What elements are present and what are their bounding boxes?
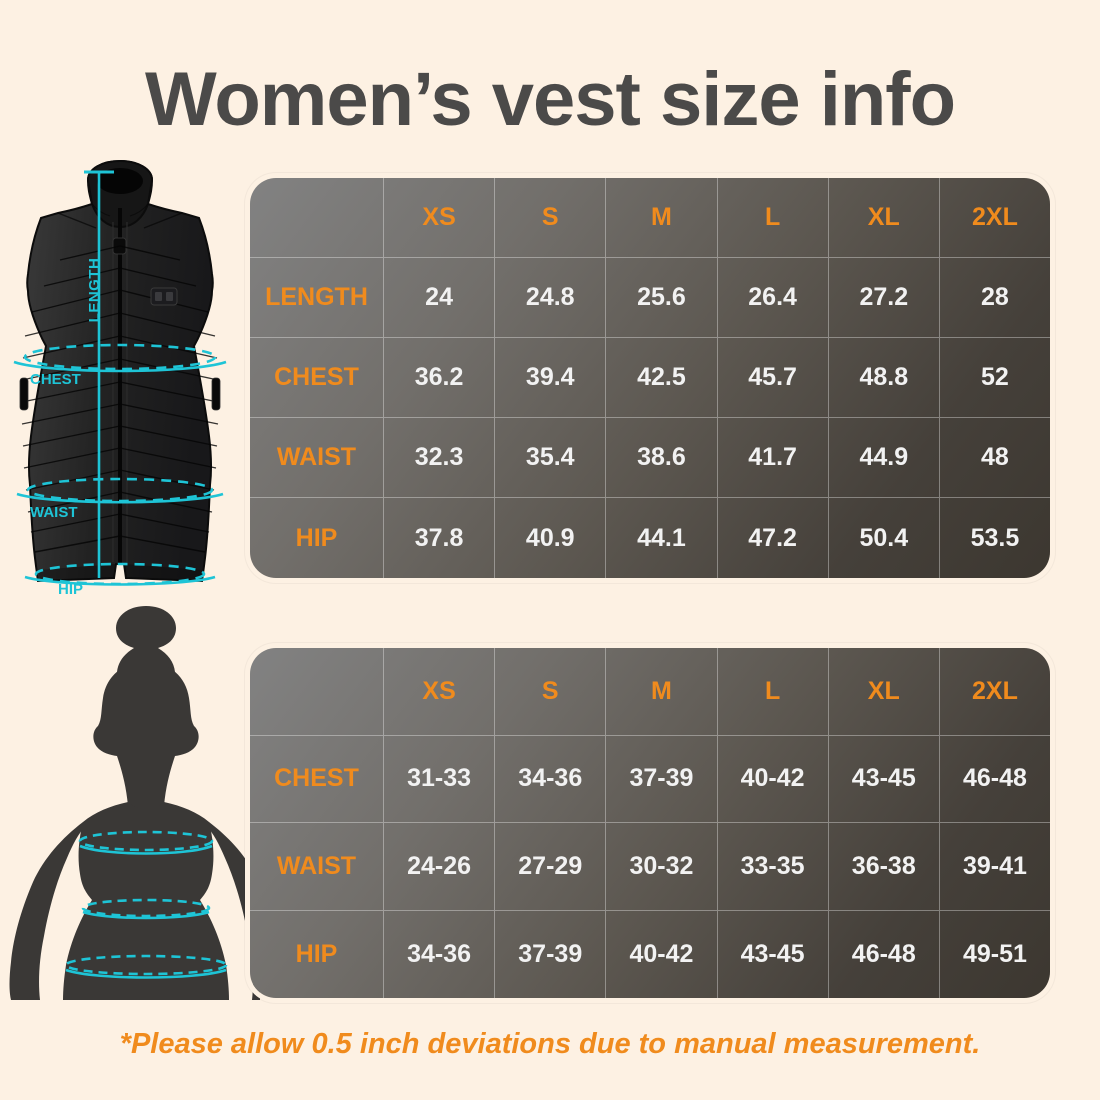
svg-text:CHEST: CHEST (30, 371, 81, 388)
svg-text:LENGTH: LENGTH (86, 258, 103, 323)
svg-text:HIP: HIP (58, 581, 83, 598)
svg-text:WAIST: WAIST (30, 504, 78, 521)
